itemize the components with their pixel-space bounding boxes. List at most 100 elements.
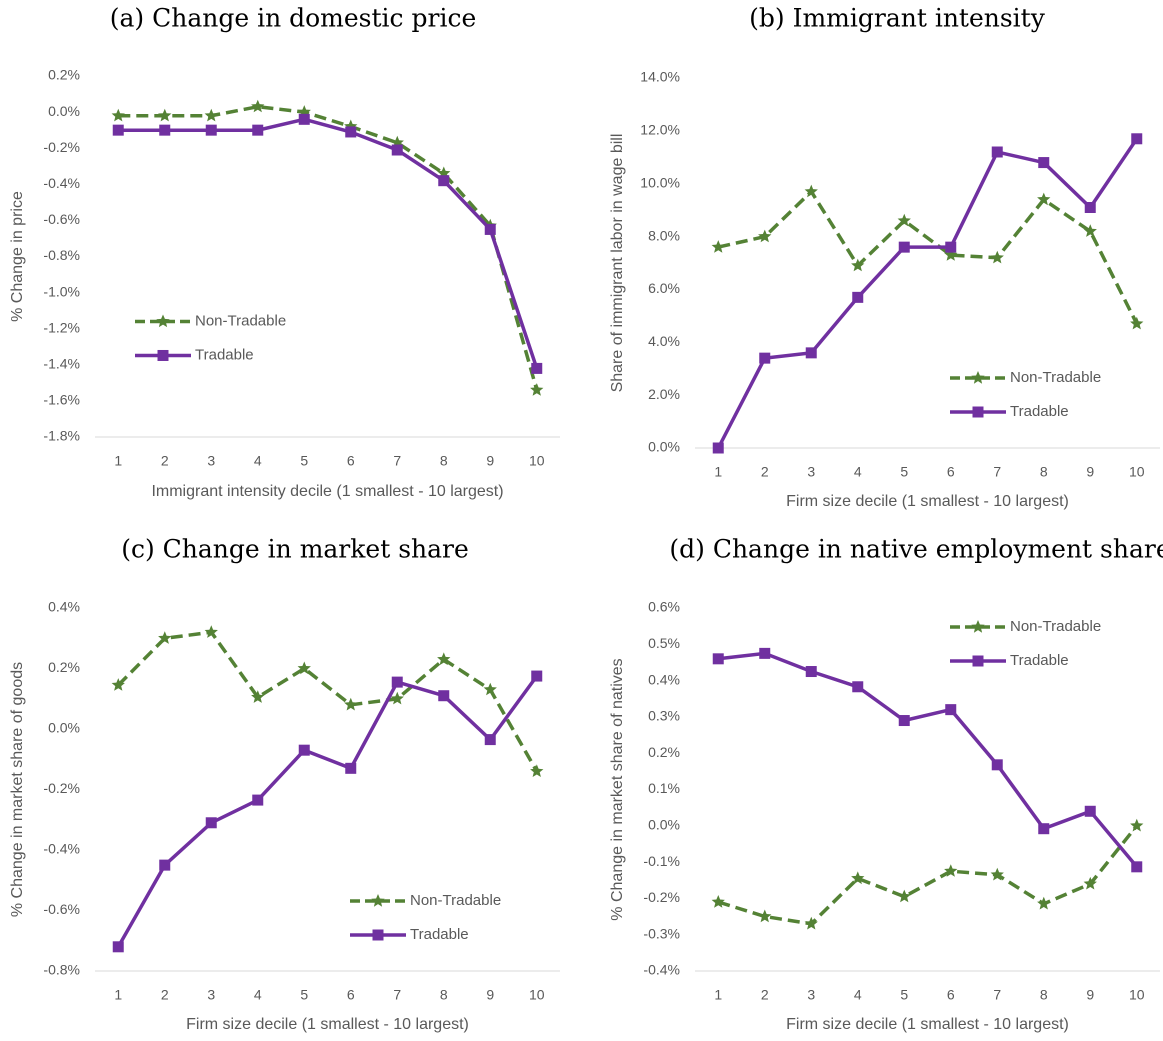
square-marker <box>298 744 310 756</box>
y-tick-label: -0.3% <box>643 925 680 941</box>
y-tick-label: -1.8% <box>43 428 80 444</box>
star-marker <box>437 652 451 666</box>
square-marker <box>438 690 450 702</box>
y-tick-label: 12.0% <box>640 122 680 138</box>
square-marker <box>712 653 724 665</box>
series-line <box>716 137 1139 449</box>
legend-marker <box>971 620 985 633</box>
x-tick-label: 9 <box>1086 987 1094 1003</box>
square-marker <box>852 291 864 303</box>
star-marker <box>530 383 544 396</box>
square-marker <box>159 859 171 871</box>
y-tick-label: -0.1% <box>643 853 680 869</box>
y-tick-label: 0.0% <box>48 103 80 119</box>
x-tick-label: 4 <box>254 453 262 469</box>
x-tick-label: 8 <box>440 453 448 469</box>
x-axis-label: Firm size decile (1 smallest - 10 larges… <box>786 1016 1069 1033</box>
y-tick-label: 0.4% <box>48 599 80 615</box>
panel-title: (c) Change in market share <box>121 535 469 564</box>
square-marker <box>252 124 264 136</box>
x-tick-label: 10 <box>1129 464 1145 480</box>
star-marker <box>1037 896 1051 910</box>
square-marker <box>1131 861 1143 873</box>
y-tick-label: -1.2% <box>43 319 80 335</box>
y-tick-label: 0.4% <box>648 671 680 687</box>
y-tick-label: -1.0% <box>43 283 80 299</box>
star-marker <box>944 248 958 261</box>
legend-marker <box>156 314 170 328</box>
y-tick-label: -0.2% <box>643 889 680 905</box>
star-marker <box>804 184 818 198</box>
square-marker <box>345 762 357 774</box>
star-marker <box>851 258 865 272</box>
legend-marker <box>371 894 385 907</box>
star-marker <box>251 99 265 113</box>
y-tick-label: 10.0% <box>640 174 680 190</box>
legend-label: Tradable <box>1010 652 1069 669</box>
x-tick-label: 2 <box>161 987 169 1003</box>
x-tick-label: 8 <box>440 987 448 1003</box>
y-tick-label: 0.1% <box>648 780 680 796</box>
legend-marker <box>972 655 984 667</box>
x-tick-label: 1 <box>714 464 722 480</box>
x-tick-label: 5 <box>300 987 308 1003</box>
x-axis-label: Immigrant intensity decile (1 smallest -… <box>151 483 503 500</box>
star-marker <box>758 229 772 243</box>
x-axis-label: Firm size decile (1 smallest - 10 larges… <box>186 1016 469 1033</box>
square-marker <box>484 223 496 235</box>
legend-marker <box>372 929 384 941</box>
x-tick-label: 8 <box>1040 987 1048 1003</box>
square-marker <box>805 347 817 359</box>
square-marker <box>112 941 124 953</box>
y-tick-label: 0.6% <box>648 599 680 615</box>
y-tick-label: -0.2% <box>43 780 80 796</box>
y-tick-label: -0.4% <box>643 962 680 978</box>
x-tick-label: 10 <box>1129 987 1145 1003</box>
x-tick-label: 4 <box>254 987 262 1003</box>
x-tick-label: 9 <box>1086 464 1094 480</box>
square-marker <box>805 666 817 678</box>
square-marker <box>391 144 403 156</box>
y-axis-label: % Change in market share of goods <box>9 662 26 917</box>
square-marker <box>205 817 217 829</box>
star-marker <box>483 682 497 696</box>
star-marker <box>1130 316 1144 330</box>
legend-label: Tradable <box>195 346 254 363</box>
star-marker <box>990 250 1004 264</box>
legend-marker <box>972 406 984 418</box>
star-marker <box>711 895 725 908</box>
x-tick-label: 3 <box>807 987 815 1003</box>
x-tick-label: 7 <box>393 987 401 1003</box>
legend-marker <box>971 371 985 384</box>
x-tick-label: 4 <box>854 987 862 1003</box>
x-axis-label: Firm size decile (1 smallest - 10 larges… <box>786 493 1069 510</box>
panel-title: (d) Change in native employment share <box>669 535 1163 564</box>
series-line <box>718 651 1139 868</box>
star-marker <box>851 871 865 885</box>
square-marker <box>1038 823 1050 835</box>
x-tick-label: 1 <box>714 987 722 1003</box>
star-marker <box>944 864 958 877</box>
star-marker <box>1083 876 1097 890</box>
star-marker <box>204 108 218 122</box>
square-marker <box>252 794 264 806</box>
square-marker <box>1084 805 1096 817</box>
x-tick-label: 6 <box>947 464 955 480</box>
star-marker <box>897 213 911 227</box>
series-line <box>117 630 539 773</box>
star-marker <box>897 889 911 903</box>
series-line <box>118 104 539 391</box>
x-tick-label: 2 <box>761 464 769 480</box>
y-tick-label: -1.6% <box>43 392 80 408</box>
square-marker <box>759 352 771 364</box>
y-tick-label: 0.2% <box>648 744 680 760</box>
x-tick-label: 5 <box>900 987 908 1003</box>
star-marker <box>804 916 818 930</box>
series-line <box>118 117 539 369</box>
y-tick-label: -1.4% <box>43 356 80 372</box>
series-line <box>717 824 1139 926</box>
square-marker <box>898 241 910 253</box>
y-tick-label: 8.0% <box>648 227 680 243</box>
x-tick-label: 9 <box>486 987 494 1003</box>
star-marker <box>758 909 772 923</box>
